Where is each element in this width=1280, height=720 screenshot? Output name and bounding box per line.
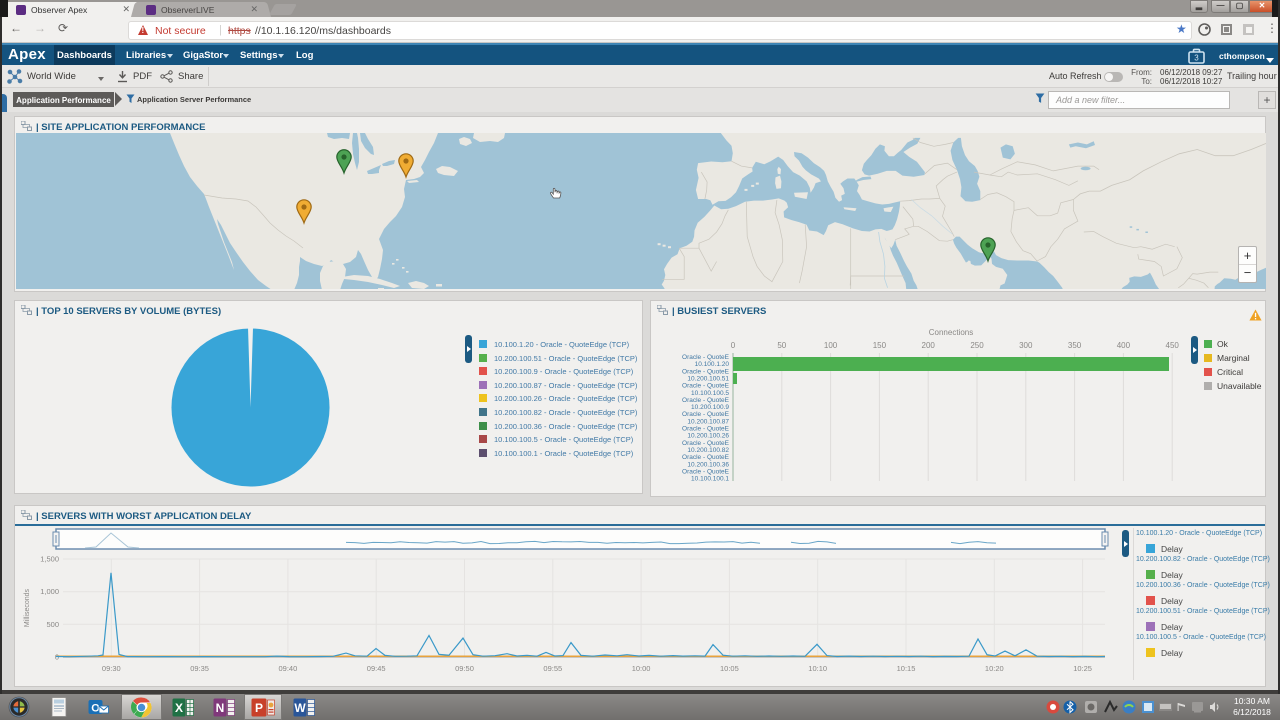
svg-text:250: 250: [970, 341, 984, 350]
svg-text:Milliseconds: Milliseconds: [24, 588, 31, 627]
svg-text:X: X: [175, 701, 183, 715]
svg-text:Oracle - QuoteE: Oracle - QuoteE: [682, 440, 730, 447]
svg-text:10:10: 10:10: [808, 664, 827, 673]
svg-text:09:30: 09:30: [102, 664, 121, 673]
svg-text:09:45: 09:45: [367, 664, 386, 673]
svg-text:100: 100: [824, 341, 838, 350]
svg-text:O: O: [91, 703, 100, 715]
svg-text:1,500: 1,500: [40, 555, 59, 564]
svg-text:10.200.100.36: 10.200.100.36: [687, 461, 729, 468]
svg-text:200: 200: [922, 341, 936, 350]
svg-text:Oracle - QuoteE: Oracle - QuoteE: [682, 411, 730, 418]
svg-text:150: 150: [873, 341, 887, 350]
svg-text:3: 3: [1194, 54, 1199, 63]
svg-text:P: P: [255, 701, 263, 715]
svg-text:0: 0: [731, 341, 736, 350]
svg-text:Oracle - QuoteE: Oracle - QuoteE: [682, 383, 730, 390]
svg-text:300: 300: [1019, 341, 1033, 350]
svg-text:10.200.100.82: 10.200.100.82: [687, 447, 729, 454]
svg-text:10.100.100.5: 10.100.100.5: [691, 390, 729, 397]
svg-text:10:15: 10:15: [897, 664, 916, 673]
svg-text:350: 350: [1068, 341, 1082, 350]
svg-text:09:35: 09:35: [190, 664, 209, 673]
svg-text:09:50: 09:50: [455, 664, 474, 673]
svg-text:10.100.100.1: 10.100.100.1: [691, 476, 729, 483]
svg-text:10.200.100.87: 10.200.100.87: [687, 418, 729, 425]
svg-text:50: 50: [777, 341, 786, 350]
svg-text:10:05: 10:05: [720, 664, 739, 673]
svg-text:10.200.100.51: 10.200.100.51: [687, 376, 729, 383]
svg-text:1,000: 1,000: [40, 587, 59, 596]
svg-text:N: N: [216, 701, 225, 715]
svg-text:09:40: 09:40: [279, 664, 298, 673]
svg-text:W: W: [294, 701, 306, 715]
svg-text:400: 400: [1117, 341, 1131, 350]
svg-text:500: 500: [46, 620, 59, 629]
svg-text:09:55: 09:55: [543, 664, 562, 673]
svg-text:Connections: Connections: [929, 328, 973, 337]
svg-text:Oracle - QuoteE: Oracle - QuoteE: [682, 368, 730, 375]
svg-text:Oracle - QuoteE: Oracle - QuoteE: [682, 454, 730, 461]
svg-text:10:00: 10:00: [632, 664, 651, 673]
svg-text:Oracle - QuoteE: Oracle - QuoteE: [682, 397, 730, 404]
svg-text:Oracle - QuoteE: Oracle - QuoteE: [682, 354, 730, 361]
svg-text:Oracle - QuoteE: Oracle - QuoteE: [682, 426, 730, 433]
svg-text:450: 450: [1166, 341, 1180, 350]
svg-text:Oracle - QuoteE: Oracle - QuoteE: [682, 468, 730, 475]
svg-text:10:25: 10:25: [1073, 664, 1092, 673]
svg-text:10.200.100.26: 10.200.100.26: [687, 433, 729, 440]
svg-text:10:20: 10:20: [985, 664, 1004, 673]
svg-text:10.100.1.20: 10.100.1.20: [695, 361, 730, 368]
svg-text:10.200.100.9: 10.200.100.9: [691, 404, 729, 411]
